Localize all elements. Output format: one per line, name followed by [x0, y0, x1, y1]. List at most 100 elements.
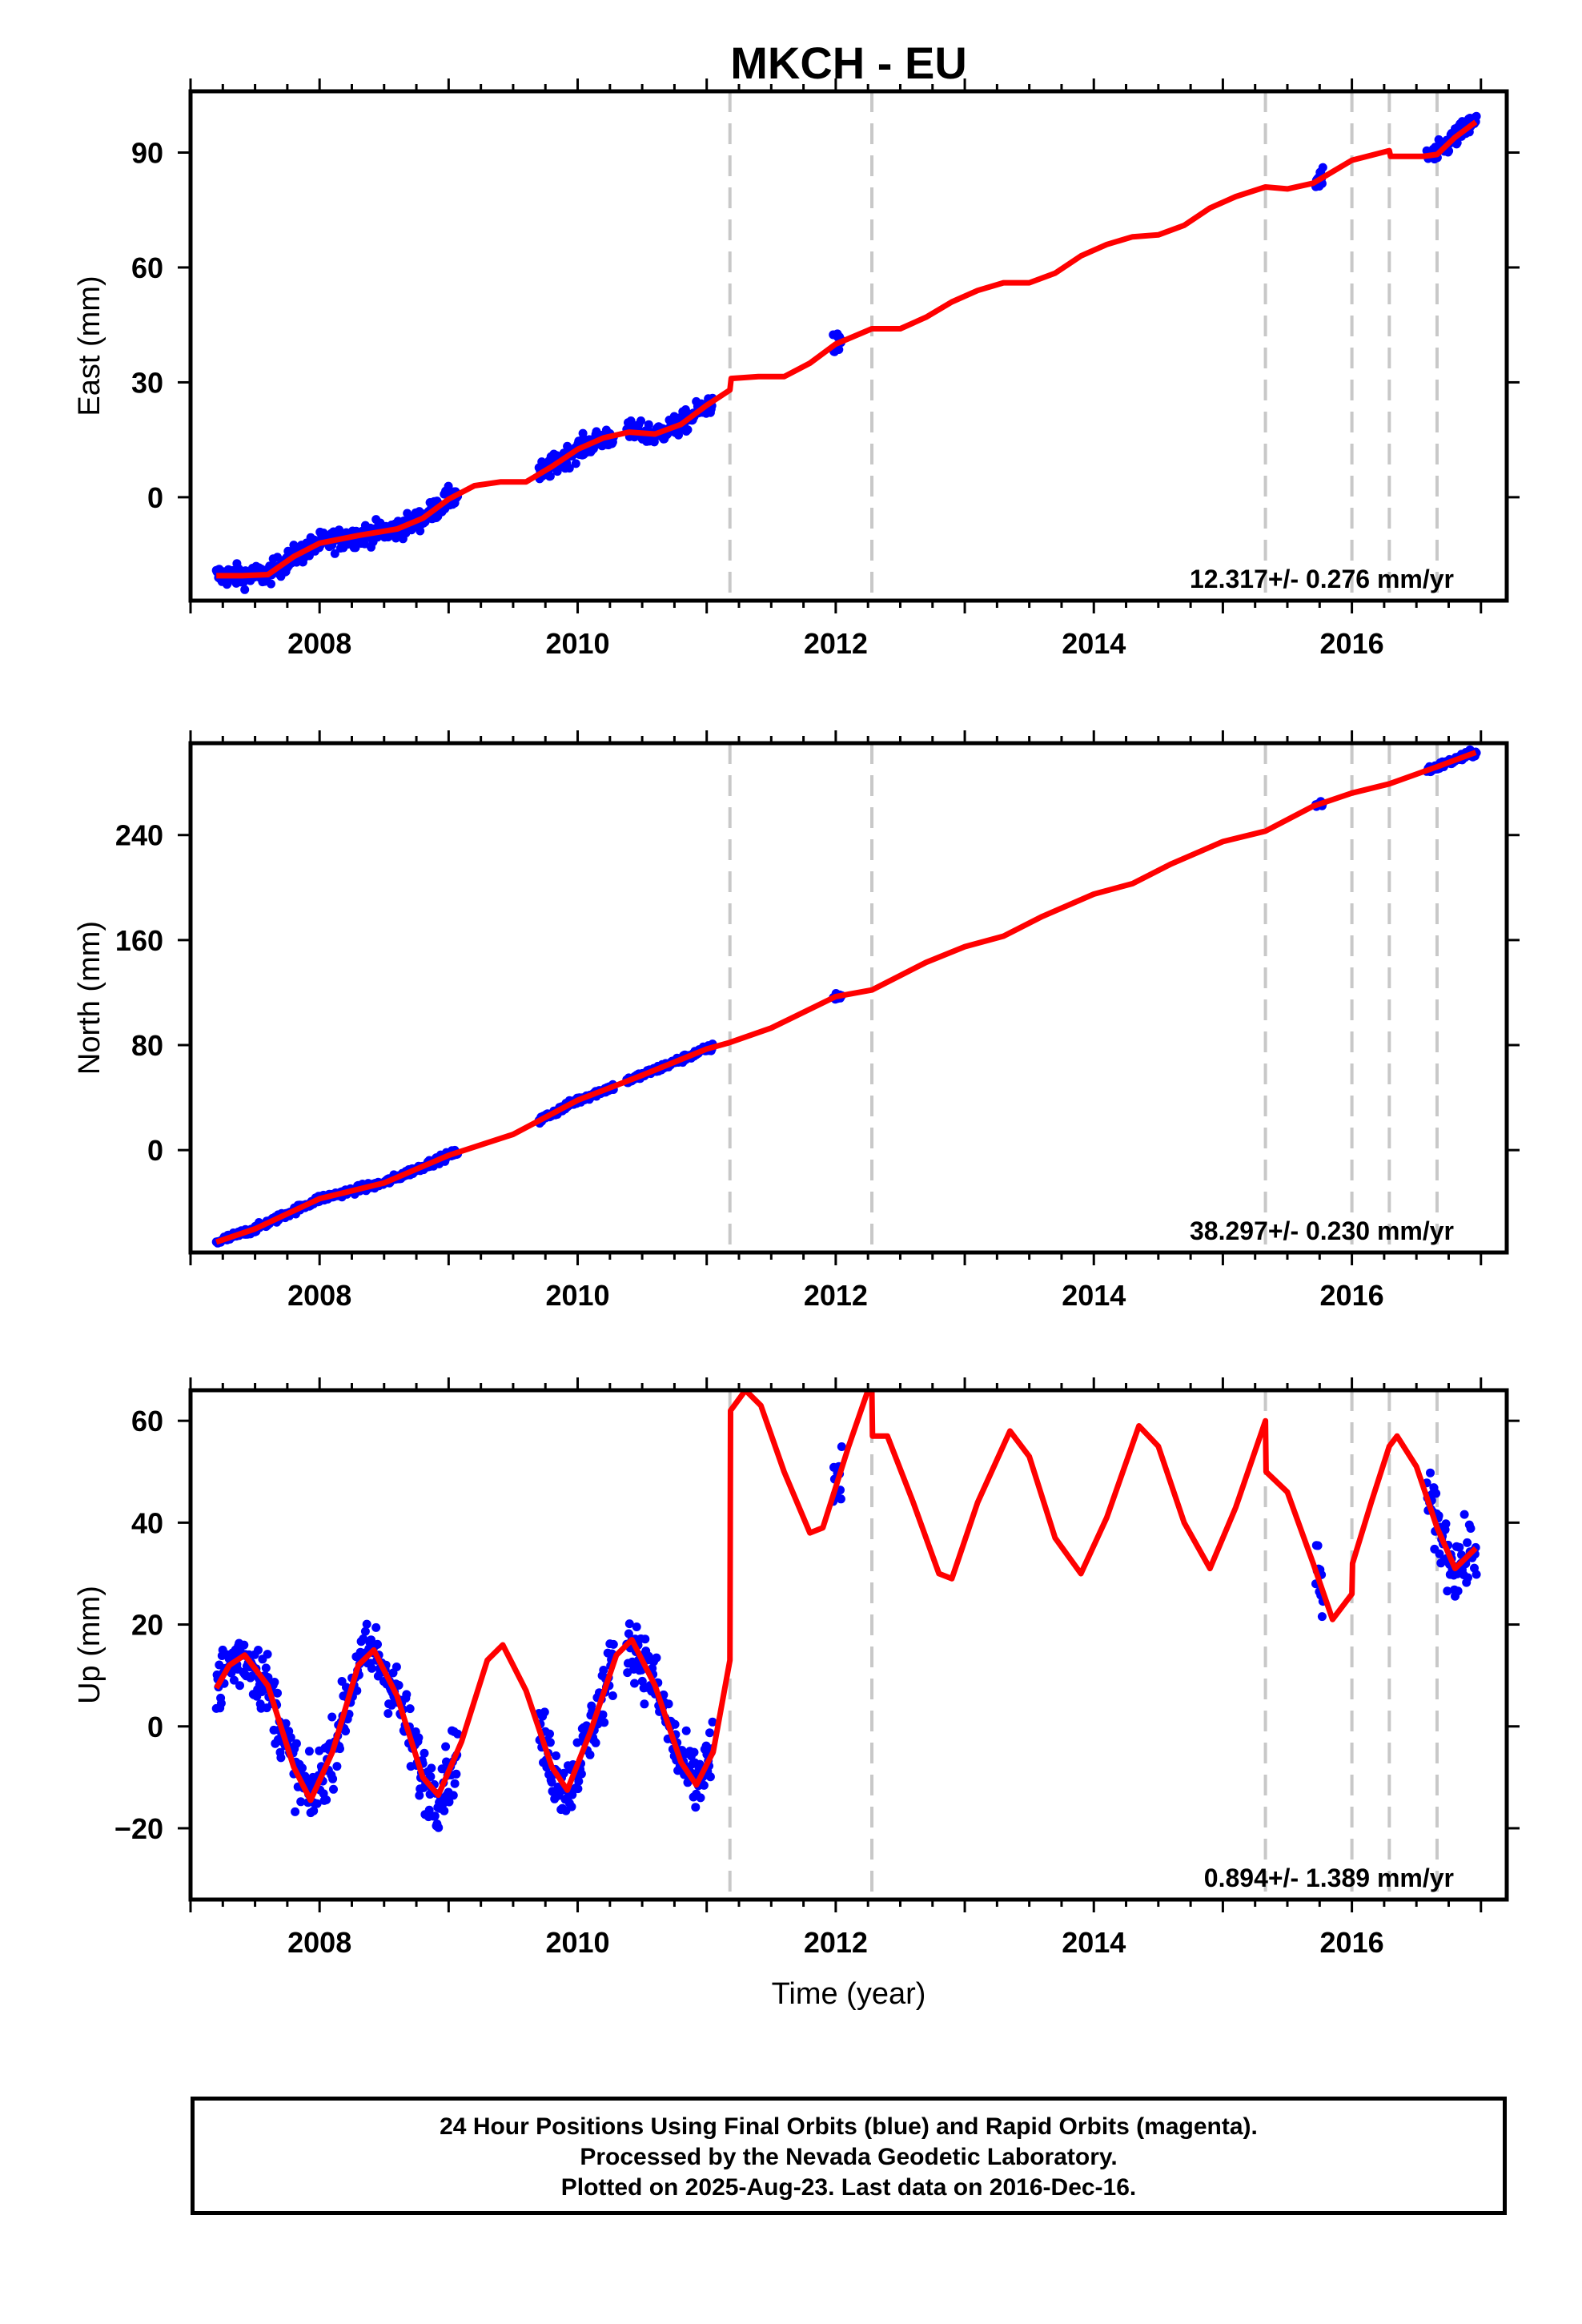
data-point [624, 1619, 634, 1629]
y-tick-label: 60 [131, 1405, 163, 1437]
data-point [681, 1726, 691, 1735]
data-point [1313, 1541, 1323, 1550]
data-point [640, 1699, 649, 1709]
data-point [1435, 1549, 1444, 1558]
data-point [599, 1666, 608, 1675]
data-point [547, 1777, 556, 1787]
y-tick-label: 30 [131, 366, 163, 399]
data-point [383, 1709, 393, 1719]
data-point [327, 1712, 337, 1722]
data-point [1472, 111, 1481, 121]
data-point [360, 1626, 370, 1636]
x-tick-label: 2010 [545, 1926, 609, 1959]
data-point [670, 1719, 680, 1729]
data-point [552, 1751, 560, 1760]
data-point [545, 1738, 555, 1747]
data-point [563, 441, 572, 451]
model-line [216, 119, 1478, 579]
plot-frame [188, 1388, 1509, 1902]
data-point [1317, 1612, 1327, 1622]
rate-annotation: 0.894+/- 1.389 mm/yr [1204, 1864, 1454, 1892]
data-point [291, 1807, 300, 1816]
data-point [1472, 1570, 1481, 1579]
rate-annotation: 12.317+/- 0.276 mm/yr [1190, 565, 1454, 593]
data-point [572, 1738, 582, 1747]
x-tick-label: 2016 [1320, 1926, 1384, 1959]
y-tick-label: 0 [147, 1134, 163, 1167]
data-point [444, 1797, 454, 1807]
data-point [705, 1772, 715, 1782]
x-tick-label: 2016 [1320, 627, 1384, 660]
data-point [571, 459, 580, 468]
data-point [402, 1690, 412, 1699]
caption-line: 24 Hour Positions Using Final Orbits (bl… [440, 2113, 1258, 2140]
caption-line: Plotted on 2025-Aug-23. Last data on 201… [560, 2174, 1137, 2201]
data-point [329, 1784, 338, 1794]
data-point [1426, 1468, 1435, 1478]
panel: 2008 2010 2012 2014 2016 0 30 60 90 East (mm) 12.3… [73, 78, 1520, 660]
data-point [632, 1622, 641, 1631]
data-point [837, 1442, 846, 1451]
data-point [424, 1805, 434, 1815]
x-tick-label: 2012 [804, 1926, 868, 1959]
x-tick-label: 2010 [545, 1279, 609, 1312]
data-point [576, 1769, 586, 1779]
data-point [545, 472, 555, 481]
data-point [1443, 1586, 1452, 1596]
data-point [1466, 1524, 1476, 1533]
data-point [608, 1639, 618, 1649]
data-point [427, 1763, 436, 1773]
x-tick-label: 2012 [804, 627, 868, 660]
data-point [330, 549, 339, 558]
data-point [341, 1727, 351, 1736]
data-point [585, 1750, 595, 1759]
data-point [448, 1791, 458, 1800]
y-tick-label: 60 [131, 251, 163, 284]
y-tick-label: −20 [114, 1812, 163, 1845]
data-point [689, 1747, 699, 1757]
plot-frame [188, 741, 1509, 1255]
y-axis-label: North (mm) [73, 921, 106, 1075]
x-tick-label: 2010 [545, 627, 609, 660]
x-tick-label: 2012 [804, 1279, 868, 1312]
data-point [567, 1802, 576, 1811]
panel: 2008 2010 2012 2014 2016 0 80 160 240 North (mm) 3… [73, 730, 1520, 1312]
data-point [298, 1763, 307, 1773]
data-point [235, 1681, 244, 1691]
data-point [263, 1650, 272, 1659]
data-point [652, 1653, 661, 1663]
data-point [304, 1747, 314, 1756]
data-point [600, 1718, 609, 1727]
data-point [545, 1729, 554, 1739]
data-point [636, 416, 645, 425]
data-point [312, 1799, 322, 1808]
data-point [394, 1680, 404, 1690]
chart-title: MKCH - EU [730, 38, 967, 88]
data-point [440, 1806, 449, 1815]
data-point [273, 1688, 282, 1698]
data-point [1463, 1538, 1472, 1547]
rate-annotation: 38.297+/- 0.230 mm/yr [1190, 1216, 1454, 1245]
data-point [664, 1699, 673, 1709]
data-point [391, 1663, 401, 1671]
data-point [434, 1823, 444, 1832]
data-point [216, 1699, 226, 1708]
data-point [371, 1622, 381, 1632]
y-tick-label: 160 [115, 924, 163, 957]
data-point [699, 1780, 709, 1790]
data-point [286, 1733, 295, 1743]
data-point [1318, 163, 1327, 172]
data-point [254, 1646, 263, 1655]
data-point [1460, 1510, 1469, 1519]
plot-frame [188, 89, 1509, 603]
data-point [367, 1663, 376, 1673]
data-point [335, 1744, 344, 1754]
x-axis-label: Time (year) [772, 1977, 926, 2011]
data-point [695, 1759, 705, 1769]
data-point [309, 1806, 319, 1815]
data-point [267, 579, 275, 589]
y-tick-label: 90 [131, 137, 163, 170]
data-point [834, 345, 844, 354]
data-point [270, 1678, 279, 1687]
